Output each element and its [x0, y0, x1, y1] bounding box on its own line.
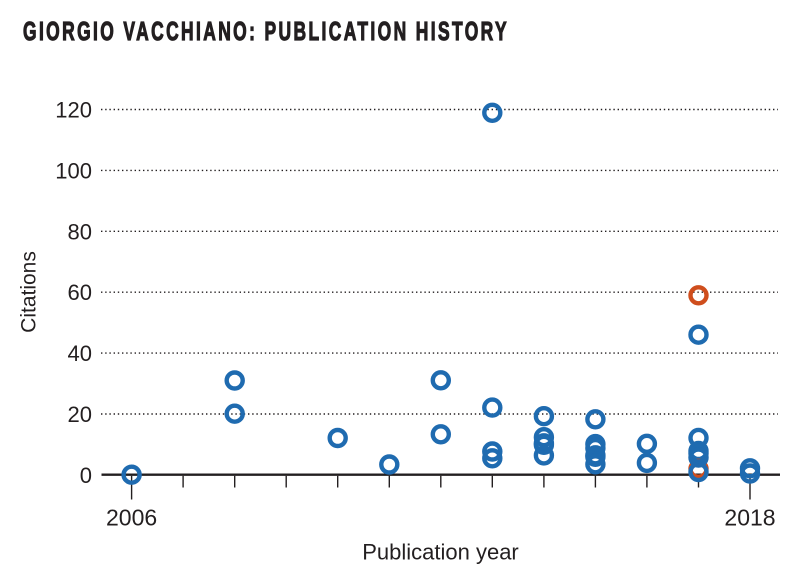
svg-text:100: 100	[55, 158, 92, 183]
svg-text:Citations: Citations	[18, 251, 41, 333]
svg-text:80: 80	[68, 219, 92, 244]
svg-text:2006: 2006	[106, 505, 157, 531]
svg-text:40: 40	[68, 341, 92, 366]
svg-text:0: 0	[80, 463, 92, 488]
svg-text:GIORGIO VACCHIANO: PUBLICATION: GIORGIO VACCHIANO: PUBLICATION HISTORY	[23, 18, 509, 46]
svg-text:20: 20	[68, 402, 92, 427]
svg-text:120: 120	[55, 98, 92, 123]
svg-text:Publication year: Publication year	[362, 540, 519, 565]
svg-text:2018: 2018	[724, 505, 775, 531]
svg-text:60: 60	[68, 280, 92, 305]
